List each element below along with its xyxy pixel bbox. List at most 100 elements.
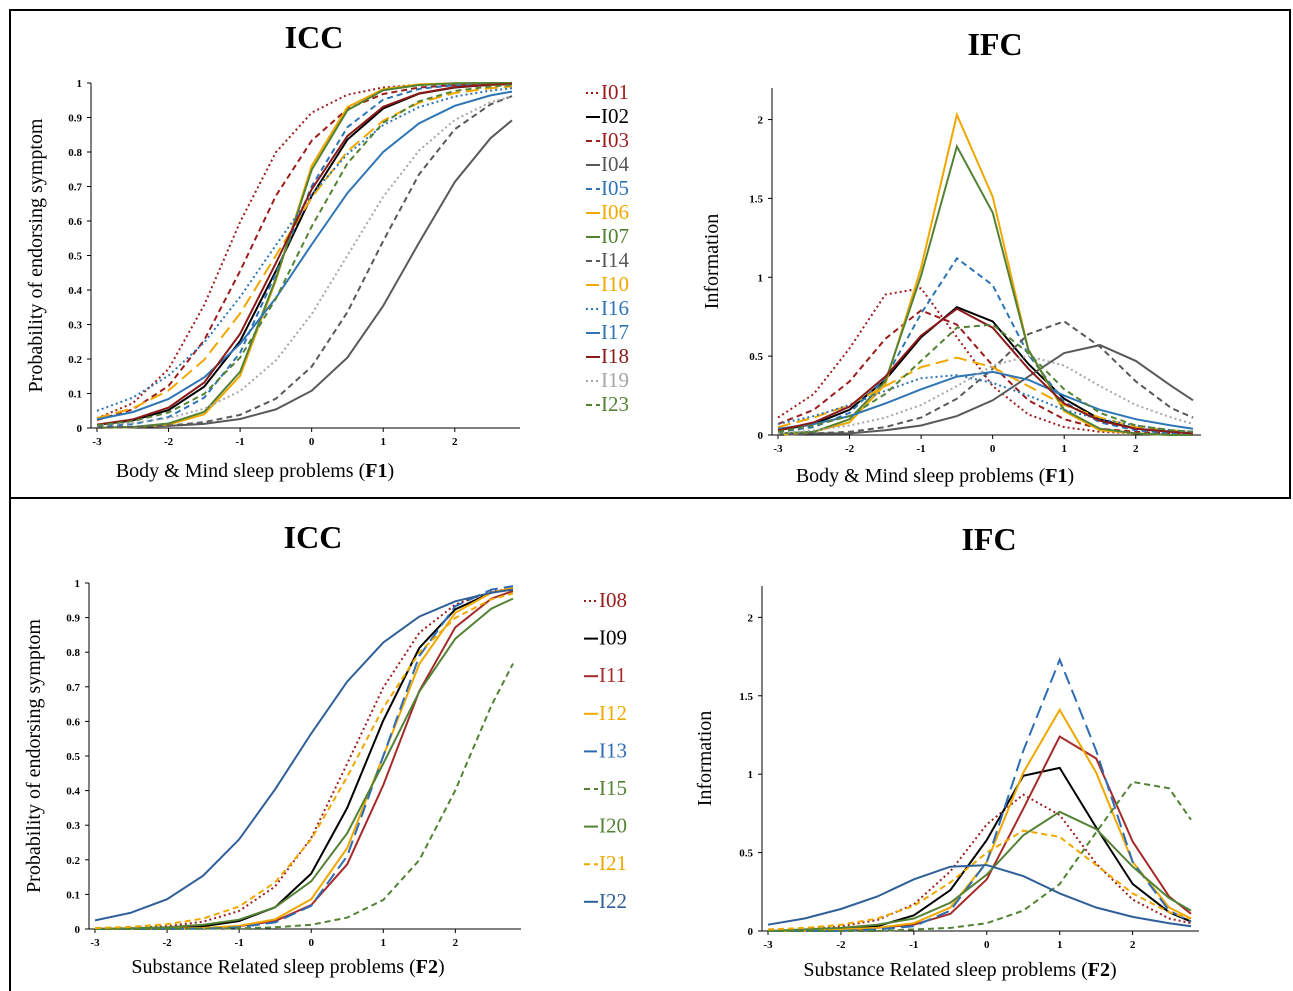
y-tick-label: 0.9	[66, 613, 80, 625]
y-axis-label: Information	[701, 214, 723, 310]
legend-label: I18	[601, 344, 629, 368]
series-line	[96, 95, 513, 429]
series-line	[95, 590, 514, 930]
x-tick-label: 2	[453, 937, 459, 949]
y-tick-label: 0.3	[68, 320, 82, 332]
x-axis-label: Body & Mind sleep problems (F1)	[116, 460, 394, 482]
x-axis-label: Substance Related sleep problems (F2)	[803, 959, 1116, 981]
legend-label: I05	[601, 176, 629, 200]
x-tick-label: 2	[452, 436, 458, 448]
series-line	[96, 82, 512, 429]
x-axis-label-part: Body & Mind sleep problems (	[116, 460, 366, 482]
series-line	[94, 597, 514, 930]
panel-title: IFC	[967, 26, 1022, 62]
panel-title: ICC	[285, 19, 344, 55]
y-tick-label: 1.5	[749, 193, 763, 205]
x-axis-label-part: F1	[365, 460, 387, 482]
y-tick-label: 1	[748, 769, 754, 781]
x-tick-label: -3	[90, 937, 100, 949]
x-tick-label: 1	[381, 937, 387, 949]
legend-label: I12	[599, 701, 627, 725]
y-tick-label: 0.5	[66, 751, 80, 763]
y-tick-label: 0.7	[66, 682, 80, 694]
y-tick-label: 2	[758, 115, 764, 127]
series-line	[96, 85, 513, 419]
legend-label: I04	[601, 152, 629, 176]
x-tick-label: 0	[308, 937, 314, 949]
series-line	[95, 585, 514, 930]
y-axis-label: Probability of endorsing symptom	[25, 118, 47, 392]
series-line	[777, 320, 1194, 436]
series-line	[96, 119, 513, 429]
x-tick-label: 2	[1130, 939, 1136, 951]
x-tick-label: -1	[917, 443, 926, 455]
x-tick-label: 1	[1057, 939, 1063, 951]
legend-label: I13	[599, 738, 627, 762]
series-line	[777, 309, 1194, 436]
series-line	[96, 87, 513, 412]
panel-frame	[9, 9, 1291, 499]
y-tick-label: 0.5	[68, 251, 82, 263]
y-tick-label: 2	[748, 612, 754, 624]
panel-title: IFC	[961, 521, 1016, 557]
series-line	[96, 84, 513, 427]
y-tick-label: 1.5	[739, 691, 753, 703]
series-line	[777, 307, 1194, 435]
series-line	[777, 256, 1194, 436]
y-tick-label: 0.9	[68, 113, 82, 125]
legend-label: I22	[599, 889, 627, 913]
y-tick-label: 0.1	[68, 389, 82, 401]
series-line	[94, 587, 514, 930]
legend-label: I19	[601, 368, 629, 392]
y-tick-label: 1	[77, 78, 83, 90]
series-line	[768, 657, 1192, 932]
x-tick-label: -1	[236, 436, 245, 448]
legend-label: I07	[601, 224, 629, 248]
legend-label: I10	[601, 272, 629, 296]
y-tick-label: 0	[75, 924, 81, 936]
series-line	[94, 588, 514, 922]
x-tick-label: -2	[845, 443, 855, 455]
series-line	[777, 344, 1194, 436]
y-tick-label: 0.2	[68, 354, 82, 366]
series-line	[94, 587, 514, 930]
x-tick-label: 1	[1061, 443, 1067, 455]
legend-label: I16	[601, 296, 629, 320]
legend-label: I01	[601, 80, 629, 104]
legend-label: I11	[599, 663, 626, 687]
x-axis-label-part: )	[1110, 959, 1117, 981]
y-tick-label: 0	[758, 430, 764, 442]
x-axis-label-part: )	[1067, 465, 1074, 487]
series-line	[96, 82, 513, 428]
x-axis-label: Substance Related sleep problems (F2)	[131, 956, 444, 978]
y-tick-label: 0.8	[68, 147, 82, 159]
y-tick-label: 0	[748, 926, 754, 938]
y-axis-label: Information	[694, 711, 716, 807]
y-tick-label: 0	[77, 423, 83, 435]
legend-label: I20	[599, 814, 627, 838]
y-tick-label: 0.6	[66, 716, 80, 728]
legend-label: I15	[599, 776, 627, 800]
x-tick-label: -3	[92, 436, 102, 448]
y-tick-label: 0.5	[749, 351, 763, 363]
series-line	[777, 143, 1193, 436]
legend-label: I21	[599, 851, 627, 875]
x-axis-label-part: F2	[1088, 959, 1110, 981]
x-tick-label: 0	[990, 443, 996, 455]
x-tick-label: 1	[380, 436, 386, 448]
x-axis-label-part: Substance Related sleep problems (	[803, 959, 1088, 981]
x-tick-label: -2	[164, 436, 174, 448]
series-line	[777, 323, 1194, 433]
x-axis-label-part: )	[387, 460, 394, 482]
legend-label: I17	[601, 320, 629, 344]
x-axis-label-part: F1	[1045, 465, 1067, 487]
legend-label: I03	[601, 128, 629, 152]
y-tick-label: 0.7	[68, 182, 82, 194]
y-tick-label: 0.5	[739, 848, 753, 860]
x-axis-label-part: F2	[416, 956, 438, 978]
y-tick-label: 0.1	[66, 889, 80, 901]
series-line	[767, 864, 1192, 928]
legend-label: I08	[599, 588, 627, 612]
series-line	[777, 287, 1193, 436]
